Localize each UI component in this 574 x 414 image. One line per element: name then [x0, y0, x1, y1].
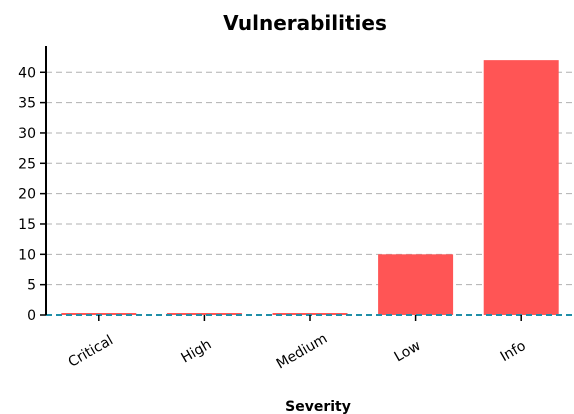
- x-tick-label: Info: [498, 338, 529, 365]
- bar-info: [483, 60, 559, 315]
- bars: [61, 60, 559, 315]
- y-tick-label: 20: [18, 187, 36, 203]
- y-tick-label: 25: [18, 156, 36, 172]
- x-axis-ticks: Critical High Medium Low Info: [66, 315, 529, 372]
- y-tick-label: 30: [18, 126, 36, 142]
- y-tick-label: 0: [27, 308, 36, 324]
- x-tick-label: Low: [392, 338, 424, 366]
- y-tick-label: 10: [18, 247, 36, 263]
- y-tick-label: 35: [18, 96, 36, 112]
- bar-low: [378, 254, 454, 315]
- y-tick-label: 15: [18, 217, 36, 233]
- y-tick-label: 5: [27, 278, 36, 294]
- chart-title: Vulnerabilities: [223, 11, 387, 35]
- x-axis-label: Severity: [285, 399, 351, 414]
- x-tick-label: Critical: [66, 332, 116, 370]
- y-axis-ticks: 0 5 10 15 20 25 30 35 40: [18, 65, 46, 324]
- bar-high: [166, 313, 242, 315]
- x-tick-label: Medium: [274, 331, 330, 373]
- x-tick-label: High: [178, 337, 214, 367]
- y-tick-label: 40: [18, 65, 36, 81]
